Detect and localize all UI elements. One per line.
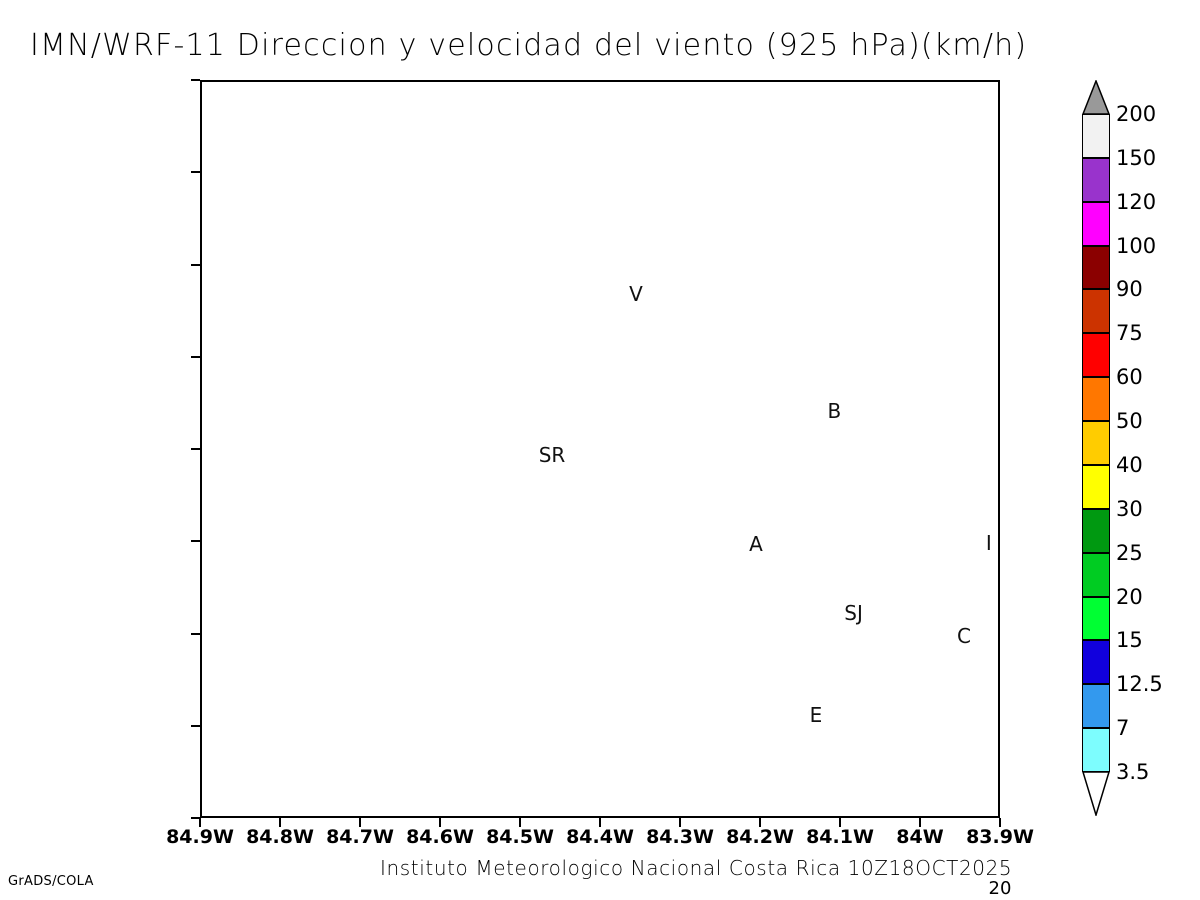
colorbar-band[interactable] [1082, 377, 1110, 422]
y-axis-tick [191, 171, 200, 174]
x-axis-tick-label: 84.1W [806, 826, 874, 848]
map-label: A [749, 532, 763, 557]
x-axis-tick-label: 84.5W [486, 826, 554, 848]
colorbar-band[interactable] [1082, 640, 1110, 685]
plot-frame [200, 80, 1000, 818]
y-axis-tick [191, 632, 200, 635]
colorbar-tick-label: 90 [1116, 277, 1143, 302]
colorbar-band[interactable] [1082, 114, 1110, 158]
y-axis-tick [191, 79, 200, 81]
colorbar-tick-label: 20 [1116, 584, 1143, 609]
map-label: I [985, 530, 992, 555]
x-axis-tick-label: 84.9W [166, 826, 234, 848]
colorbar-band[interactable] [1082, 508, 1110, 553]
colorbar-band[interactable] [1082, 201, 1110, 246]
x-axis-tick [759, 818, 761, 827]
x-axis-tick-label: 84.2W [726, 826, 794, 848]
x-axis-tick-label: 84.7W [326, 826, 394, 848]
software-credit: GrADS/COLA [8, 874, 94, 889]
colorbar[interactable]: 200 150 120 100 90 75 60 50 40 30 25 20 15 12.5 7 3.5 [1082, 80, 1163, 816]
y-axis-tick [191, 540, 200, 543]
x-axis-tick [839, 818, 841, 827]
x-axis-tick [999, 818, 1001, 827]
x-axis-tick-label: 84.6W [406, 826, 474, 848]
x-axis-tick [199, 818, 201, 827]
x-axis-tick [439, 818, 441, 827]
x-axis-tick-label: 83.9W [966, 826, 1034, 848]
colorbar-band[interactable] [1082, 684, 1110, 729]
map-label: C [957, 623, 971, 648]
x-axis-tick-label: 84.3W [646, 826, 714, 848]
colorbar-tick-label: 40 [1116, 452, 1143, 477]
x-axis-tick [359, 818, 361, 827]
colorbar-tick-label: 30 [1116, 496, 1143, 521]
colorbar-tick-label: 150 [1116, 145, 1157, 170]
x-axis-tick-label: 84W [896, 826, 944, 848]
page-number: 20 [988, 878, 1012, 899]
colorbar-tick-label: 50 [1116, 409, 1143, 434]
colorbar-tick-label: 25 [1116, 540, 1143, 565]
colorbar-tick-label: 7 [1116, 716, 1130, 741]
map-label: B [827, 399, 842, 424]
colorbar-extend-arrows [1082, 80, 1110, 816]
colorbar-tick-label: 100 [1116, 233, 1157, 258]
map-label: E [809, 702, 823, 727]
colorbar-tick-label: 15 [1116, 628, 1143, 653]
footer-credit: Instituto Meteorologico Nacional Costa R… [380, 856, 1013, 880]
map-label: SR [538, 442, 566, 467]
colorbar-band[interactable] [1082, 333, 1110, 378]
colorbar-tick-label: 12.5 [1116, 672, 1163, 697]
colorbar-tick-label: 120 [1116, 189, 1157, 214]
colorbar-band[interactable] [1082, 157, 1110, 202]
page-title: IMN/WRF-11 Direccion y velocidad del vie… [30, 28, 1028, 63]
y-axis-tick [191, 817, 200, 819]
map-label: V [629, 282, 643, 307]
colorbar-tick-label: 60 [1116, 365, 1143, 390]
x-axis-tick [679, 818, 681, 827]
y-axis-tick [191, 355, 200, 358]
colorbar-band[interactable] [1082, 552, 1110, 597]
colorbar-tick-label: 3.5 [1116, 760, 1150, 784]
x-axis-tick [599, 818, 601, 827]
colorbar-tick-label: 200 [1116, 102, 1157, 126]
x-axis-tick-label: 84.4W [566, 826, 634, 848]
y-axis-tick [191, 448, 200, 450]
colorbar-band[interactable] [1082, 596, 1110, 641]
colorbar-tick-label: 75 [1116, 321, 1143, 346]
colorbar-band[interactable] [1082, 464, 1110, 509]
y-axis-tick [191, 263, 200, 266]
plot-area: 10.5N10.4N10.3N10.2N10.1N10N9.9N9.8N9.7N… [166, 79, 1034, 848]
colorbar-band[interactable] [1082, 245, 1110, 290]
colorbar-band[interactable] [1082, 421, 1110, 465]
colorbar-band[interactable] [1082, 728, 1110, 772]
x-axis-tick [919, 818, 921, 827]
x-axis-tick-label: 84.8W [246, 826, 314, 848]
map-label: SJ [844, 600, 863, 625]
y-axis-tick [191, 724, 200, 727]
x-axis-tick [279, 818, 281, 827]
colorbar-band[interactable] [1082, 289, 1110, 334]
x-axis-tick [519, 818, 521, 827]
